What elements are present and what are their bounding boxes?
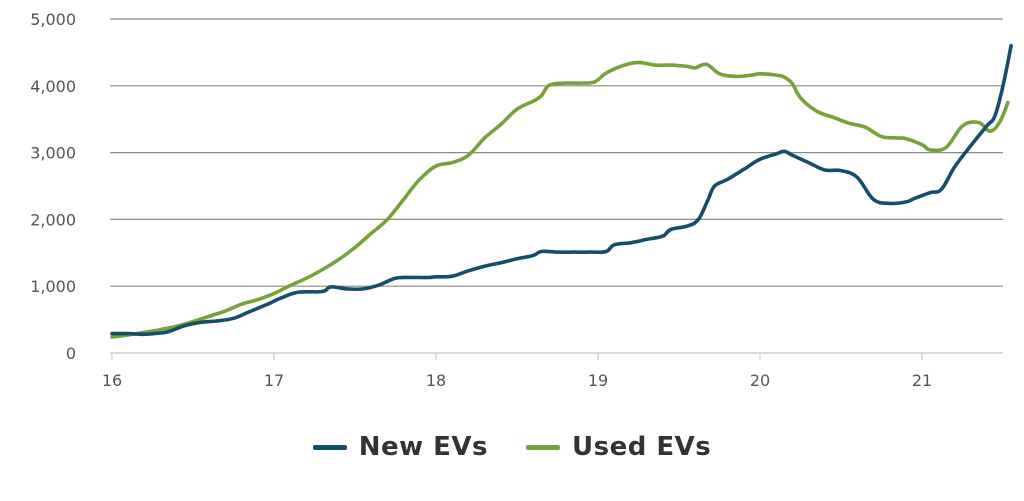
x-tick-label: 21 (912, 371, 932, 390)
y-tick-label: 0 (66, 344, 76, 363)
series-line-new-evs (110, 43, 1013, 337)
grid-lines (110, 18, 1003, 354)
legend-item-new-evs: New EVs (312, 432, 489, 462)
y-tick-label: 3,000 (30, 144, 76, 163)
series-lines (110, 43, 1013, 339)
x-axis: 16 17 18 19 20 21 (102, 353, 932, 390)
y-tick-label: 2,000 (30, 210, 76, 229)
y-tick-label: 4,000 (30, 77, 76, 96)
x-tick-label: 20 (750, 371, 770, 390)
series-line-used-evs (110, 60, 1010, 339)
x-tick-label: 18 (426, 371, 446, 390)
x-tick-label: 16 (102, 371, 122, 390)
line-chart: 0 1,000 2,000 3,000 4,000 5,000 16 17 18 19 20 21 (30, 10, 1013, 390)
legend-label-used-evs: Used EVs (572, 432, 712, 462)
legend: New EVs Used EVs (0, 432, 1024, 462)
y-tick-label: 1,000 (30, 277, 76, 296)
legend-swatch-new-evs (312, 444, 347, 450)
legend-swatch-used-evs (526, 444, 561, 450)
y-axis-labels: 0 1,000 2,000 3,000 4,000 5,000 (30, 10, 76, 363)
legend-label-new-evs: New EVs (358, 432, 489, 462)
x-tick-label: 19 (588, 371, 608, 390)
y-tick-label: 5,000 (30, 10, 76, 29)
legend-item-used-evs: Used EVs (526, 432, 711, 462)
x-tick-label: 17 (264, 371, 284, 390)
